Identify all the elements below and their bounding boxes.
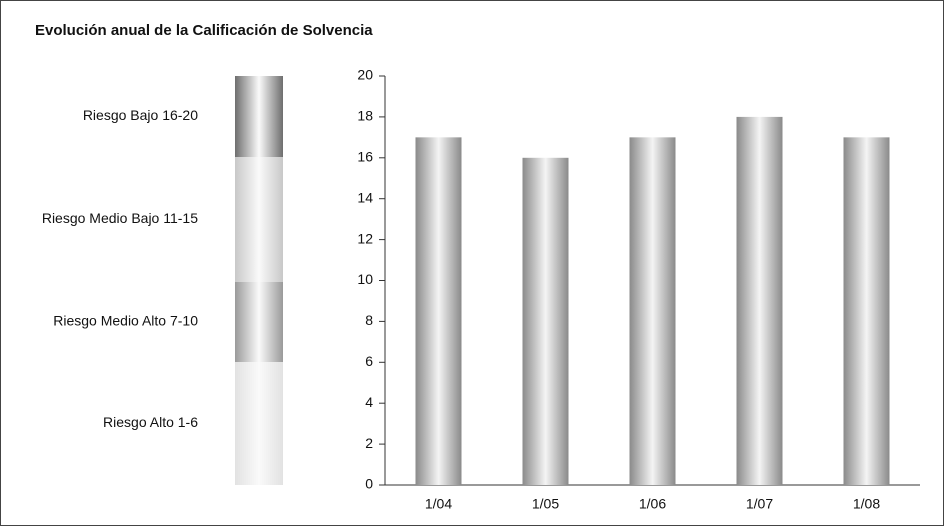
risk-band (235, 157, 283, 282)
x-tick-label: 1/05 (532, 496, 559, 512)
x-tick-label: 1/07 (746, 496, 773, 512)
y-tick-label: 18 (357, 108, 373, 124)
bar (522, 157, 569, 486)
x-tick-label: 1/04 (425, 496, 452, 512)
risk-band-label: Riesgo Alto 1-6 (103, 414, 198, 430)
risk-band-label: Riesgo Medio Alto 7-10 (53, 313, 198, 329)
y-tick-label: 20 (357, 67, 373, 83)
y-tick-label: 2 (365, 435, 373, 451)
bar (736, 116, 783, 486)
x-tick-label: 1/06 (639, 496, 666, 512)
y-tick-label: 16 (357, 149, 373, 165)
y-tick-label: 14 (357, 189, 373, 205)
bar (843, 137, 890, 485)
x-tick-label: 1/08 (853, 496, 880, 512)
y-tick-label: 4 (365, 394, 373, 410)
risk-band (235, 362, 283, 485)
y-tick-label: 12 (357, 230, 373, 246)
chart-title: Evolución anual de la Calificación de So… (35, 22, 373, 39)
bar (629, 137, 676, 485)
y-tick-label: 10 (357, 271, 373, 287)
y-tick-label: 8 (365, 312, 373, 328)
y-tick-label: 0 (365, 476, 373, 492)
risk-band (235, 76, 283, 157)
y-tick-label: 6 (365, 353, 373, 369)
risk-band-label: Riesgo Medio Bajo 11-15 (42, 210, 198, 226)
risk-band (235, 282, 283, 362)
bar (415, 137, 462, 485)
risk-band-label: Riesgo Bajo 16-20 (83, 107, 198, 123)
